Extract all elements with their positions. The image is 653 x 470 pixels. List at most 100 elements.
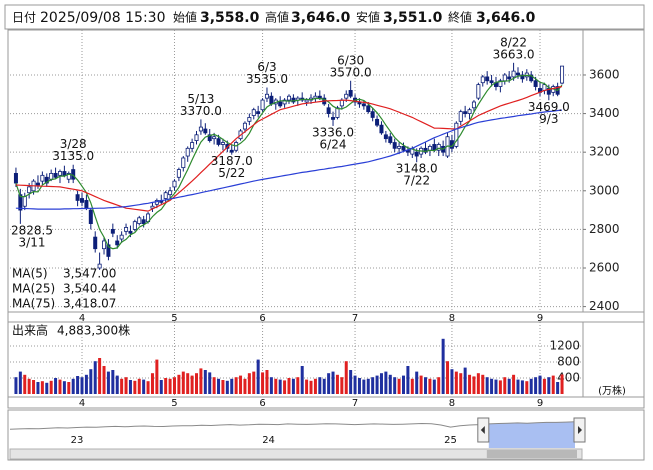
volume-bar — [49, 380, 53, 394]
candle-body — [533, 80, 538, 87]
candle-body — [93, 236, 98, 250]
candle-body — [22, 196, 27, 207]
candle-body — [546, 88, 551, 95]
ma-line — [15, 74, 563, 250]
annotation: 3135.0 — [52, 149, 94, 163]
volume-bar — [124, 377, 128, 394]
volume-bar — [481, 374, 485, 394]
volume-bar — [309, 380, 313, 394]
x-tick-label: 5 — [171, 313, 177, 324]
volume-bar — [468, 374, 472, 394]
candle-body — [520, 74, 525, 80]
navigator-window — [488, 421, 575, 448]
candle-body — [124, 227, 129, 232]
candle-body — [423, 147, 428, 153]
candle-body — [471, 101, 476, 109]
y-tick-label: 3000 — [589, 183, 620, 197]
candle-body — [392, 142, 397, 149]
volume-bar — [410, 378, 414, 394]
volume-bar — [556, 382, 560, 394]
volume-bar — [247, 373, 251, 394]
volume-bar — [84, 374, 88, 394]
header-value: 3,558.0 — [200, 10, 260, 26]
candle-body — [282, 99, 287, 105]
volume-bar — [507, 378, 511, 394]
candle-body — [260, 99, 265, 111]
scrollbar-track[interactable] — [9, 448, 583, 460]
volume-bar — [287, 378, 291, 394]
volume-bar — [239, 375, 243, 394]
volume-bar — [534, 377, 538, 394]
volume-bar — [283, 380, 287, 394]
volume-bar — [318, 377, 322, 394]
candle-body — [102, 240, 107, 250]
candle-body — [291, 97, 296, 103]
annotation: 3/28 — [60, 137, 87, 151]
volume-bar — [371, 377, 375, 394]
volume-bar — [463, 367, 467, 394]
volume-bar — [551, 375, 555, 394]
candle-body — [44, 176, 49, 184]
volume-bar — [225, 380, 229, 394]
volume-bar — [446, 361, 450, 394]
candle-body — [515, 72, 520, 76]
navigator-label: 25 — [444, 435, 457, 446]
volume-bar — [542, 378, 546, 394]
volume-bar — [393, 377, 397, 394]
volume-bar — [137, 378, 141, 394]
candle-body — [511, 70, 516, 78]
candle-body — [361, 103, 366, 107]
volume-bar — [441, 338, 445, 394]
volume-bar — [503, 377, 507, 394]
candle-body — [137, 217, 142, 224]
volume-bar — [529, 378, 533, 394]
header-value: 2025/09/08 15:30 — [40, 10, 166, 26]
volume-unit: (万株) — [598, 384, 626, 397]
candle-body — [132, 221, 137, 230]
volume-bar — [142, 379, 146, 394]
volume-bar — [384, 371, 388, 394]
candle-body — [71, 169, 76, 180]
candle-body — [181, 157, 186, 169]
candle-body — [335, 107, 340, 118]
volume-bar — [71, 378, 75, 394]
y-tick-label: 3200 — [589, 145, 620, 159]
candle-body — [106, 244, 111, 257]
candle-body — [463, 111, 468, 114]
candle-body — [84, 200, 89, 209]
annotation: 5/13 — [187, 92, 214, 106]
volume-bar — [344, 361, 348, 394]
candle-body — [476, 84, 481, 99]
annotation: 3663.0 — [493, 47, 535, 61]
volume-bar — [424, 377, 428, 394]
legend-value: 3,418.07 — [63, 297, 116, 311]
header-label: 日付 — [12, 11, 36, 25]
candle-body — [110, 228, 115, 234]
annotation: 3/11 — [19, 235, 46, 249]
candle-body — [18, 194, 23, 211]
header-label: 始値 — [173, 10, 197, 25]
volume-bar — [490, 378, 494, 394]
price-panel — [7, 29, 645, 323]
candle-body — [53, 173, 58, 178]
volume-bar — [353, 375, 357, 394]
header-value: 3,551.0 — [383, 10, 443, 26]
volume-bar — [415, 371, 419, 394]
volume-bar — [234, 377, 238, 394]
volume-bar — [195, 373, 199, 394]
volume-bar — [397, 378, 401, 394]
chart-layer: 日付 2025/09/08 15:30 始値 3,558.0 高値 3,646.0 安値 3,… — [9, 10, 626, 458]
volume-bar — [388, 374, 392, 394]
candle-body — [49, 173, 54, 180]
volume-bar — [212, 377, 216, 394]
x-tick-label: 8 — [449, 398, 455, 409]
x-tick-label: 9 — [537, 398, 543, 409]
volume-bar — [300, 366, 304, 394]
y-tick-label: 3600 — [589, 67, 620, 81]
volume-bar — [89, 369, 93, 394]
scroll-thumb[interactable] — [486, 450, 577, 458]
volume-bar — [335, 374, 339, 394]
candle-body — [498, 80, 503, 87]
volume-bar — [520, 380, 524, 394]
volume-bar — [98, 358, 102, 394]
